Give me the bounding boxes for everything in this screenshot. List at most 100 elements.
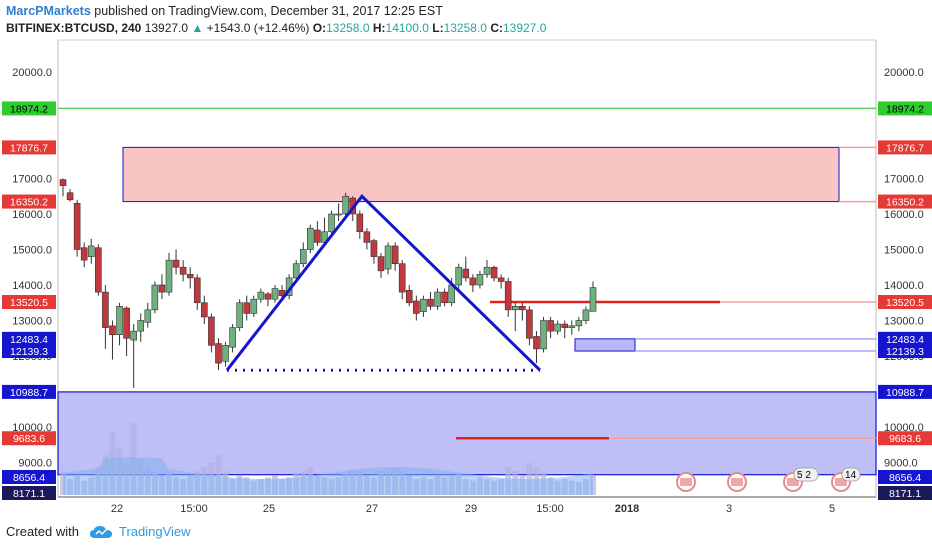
candle-down xyxy=(201,302,208,318)
flag-icon xyxy=(680,478,692,486)
price-label-left-text: 13520.5 xyxy=(10,297,48,309)
candle-down xyxy=(172,259,180,268)
candle-up xyxy=(384,245,392,270)
candle-up xyxy=(568,325,576,328)
candle-down xyxy=(73,203,81,250)
x-tick-label: 29 xyxy=(465,503,477,515)
candle-up xyxy=(307,227,314,250)
price-label-left xyxy=(2,295,56,310)
ohlc-line: BITFINEX:BTCUSD, 240 13927.0 ▲ +1543.0 (… xyxy=(6,20,546,36)
candle-up xyxy=(328,213,335,233)
price-label-left xyxy=(2,344,56,359)
price-label-left-text: 9683.6 xyxy=(13,433,45,445)
candle-down xyxy=(95,247,102,293)
publisher-line: MarcPMarkets published on TradingView.co… xyxy=(6,3,546,19)
x-tick-label: 2018 xyxy=(615,503,639,515)
candle-up xyxy=(144,309,152,323)
candle-down xyxy=(215,343,222,364)
y-tick-label-right: 9000.0 xyxy=(884,458,918,470)
candle-down xyxy=(243,302,251,314)
y-tick-label-left: 15000.0 xyxy=(12,245,52,257)
event-count-badge xyxy=(841,467,861,482)
y-tick-label-right: 20000.0 xyxy=(884,67,924,79)
flag-icon xyxy=(787,478,799,486)
price-change: +1543.0 (+12.46%) xyxy=(206,21,310,35)
low-value: 13258.0 xyxy=(443,21,487,35)
candle-down xyxy=(363,231,371,243)
y-tick-label-left: 9000.0 xyxy=(18,458,52,470)
volume-average-area xyxy=(63,457,593,495)
candle-up xyxy=(137,320,145,332)
price-label-right xyxy=(878,384,932,399)
published-text: published on TradingView.com, December 3… xyxy=(94,4,443,18)
price-label-left xyxy=(2,486,56,500)
chart-header: MarcPMarkets published on TradingView.co… xyxy=(6,3,546,36)
candle-up xyxy=(540,320,547,350)
price-label-right xyxy=(878,344,932,359)
candle-down xyxy=(533,336,540,350)
resistance-zone-rect xyxy=(122,146,840,203)
candle-down xyxy=(179,266,187,275)
price-label-left-text: 8171.1 xyxy=(13,488,45,500)
candle-up xyxy=(511,305,519,311)
candle-down xyxy=(469,277,477,286)
up-arrow-icon: ▲ xyxy=(191,21,204,35)
candle-up xyxy=(292,263,300,279)
candle-up xyxy=(554,323,561,332)
candle-up xyxy=(420,298,427,312)
candle-down xyxy=(427,298,434,307)
candle-down xyxy=(413,300,420,314)
x-tick-label: 22 xyxy=(111,503,123,515)
price-label-left-text: 17876.7 xyxy=(10,142,48,154)
candle-down xyxy=(391,245,399,264)
price-label-right xyxy=(878,470,932,484)
x-tick-label: 27 xyxy=(366,503,378,515)
candle-up xyxy=(342,195,349,215)
last-price: 13927.0 xyxy=(144,21,189,35)
tradingview-brand: TradingView xyxy=(118,524,191,539)
support-zone-band xyxy=(57,391,877,476)
candle-up xyxy=(483,266,491,275)
price-label-right xyxy=(878,101,932,116)
price-label-left-text: 18974.2 xyxy=(10,103,48,115)
x-tick-label: 5 xyxy=(829,503,835,515)
candle-up xyxy=(455,266,463,286)
volume-bar xyxy=(215,455,222,495)
price-label-left-text: 10988.7 xyxy=(10,387,48,399)
candle-up xyxy=(589,287,597,312)
candle-down xyxy=(377,256,385,272)
candle-up xyxy=(257,291,265,300)
tradingview-logo[interactable]: TradingView xyxy=(85,524,191,539)
candle-down xyxy=(186,274,194,279)
y-tick-label-right: 15000.0 xyxy=(884,245,924,257)
author-name[interactable]: MarcPMarkets xyxy=(6,4,91,18)
candle-up xyxy=(271,288,279,300)
candle-down xyxy=(519,305,526,311)
price-label-right-text: 12483.4 xyxy=(886,334,924,346)
candle-down xyxy=(193,277,201,304)
x-tick-label: 3 xyxy=(726,503,732,515)
candle-down xyxy=(109,325,116,336)
price-label-right-text: 10988.7 xyxy=(886,387,924,399)
candle-down xyxy=(398,263,406,293)
price-label-right-text: 8171.1 xyxy=(889,488,921,500)
high-label: H: xyxy=(372,21,386,35)
candle-down xyxy=(356,213,364,233)
open-label: O: xyxy=(312,21,327,35)
price-label-left xyxy=(2,431,56,446)
symbol-label: BITFINEX:BTCUSD, 240 xyxy=(6,21,142,35)
price-label-right xyxy=(878,295,932,310)
candle-up xyxy=(116,305,123,335)
candle-down xyxy=(59,179,67,186)
candle-down xyxy=(547,320,554,332)
price-label-right xyxy=(878,194,932,209)
price-label-right-text: 13520.5 xyxy=(886,297,924,309)
price-label-left xyxy=(2,140,56,155)
y-tick-label-left: 10000.0 xyxy=(12,422,52,434)
price-label-right-text: 16350.2 xyxy=(886,197,924,209)
x-tick-label: 15:00 xyxy=(536,503,564,515)
price-label-right xyxy=(878,140,932,155)
candle-down xyxy=(208,316,215,346)
close-label: C: xyxy=(490,21,503,35)
